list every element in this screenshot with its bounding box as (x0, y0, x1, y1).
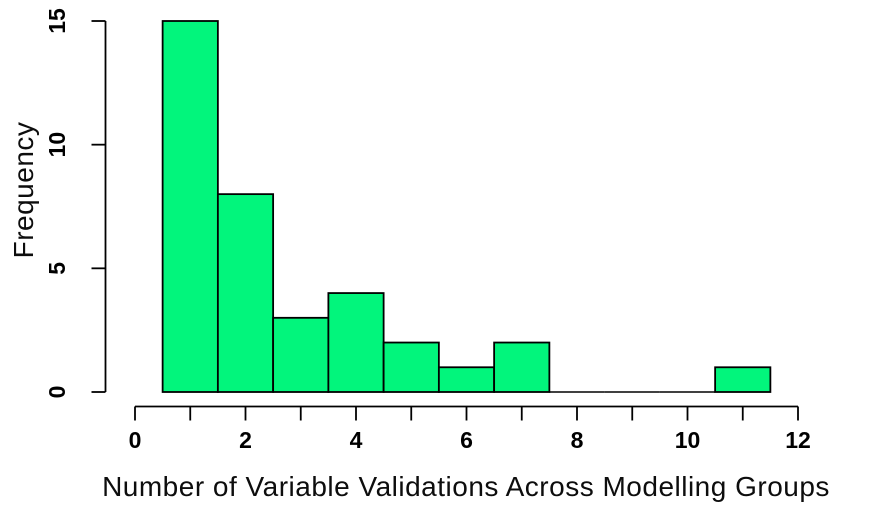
histogram-bar (272, 316, 330, 393)
y-tick-label: 15 (44, 8, 70, 34)
y-tick-label: 5 (44, 262, 70, 275)
y-axis-title: Frequency (8, 121, 39, 259)
histogram-bar (161, 20, 219, 393)
y-tick-label: 0 (44, 386, 70, 399)
x-axis-title: Number of Variable Validations Across Mo… (102, 471, 830, 502)
x-tick-label: 2 (239, 427, 252, 453)
histogram-bar (327, 292, 385, 393)
histogram-bar (437, 366, 496, 393)
y-tick-label: 10 (44, 132, 70, 158)
x-tick-label: 10 (675, 427, 701, 453)
x-tick-label: 4 (350, 427, 363, 453)
x-tick-label: 8 (571, 427, 584, 453)
x-tick-label: 6 (460, 427, 473, 453)
x-tick-label: 0 (129, 427, 142, 453)
histogram-bar (714, 366, 772, 393)
histogram-bar (493, 341, 551, 393)
histogram-bar (216, 193, 275, 393)
x-tick-label: 12 (785, 427, 811, 453)
histogram-bar (382, 341, 440, 393)
